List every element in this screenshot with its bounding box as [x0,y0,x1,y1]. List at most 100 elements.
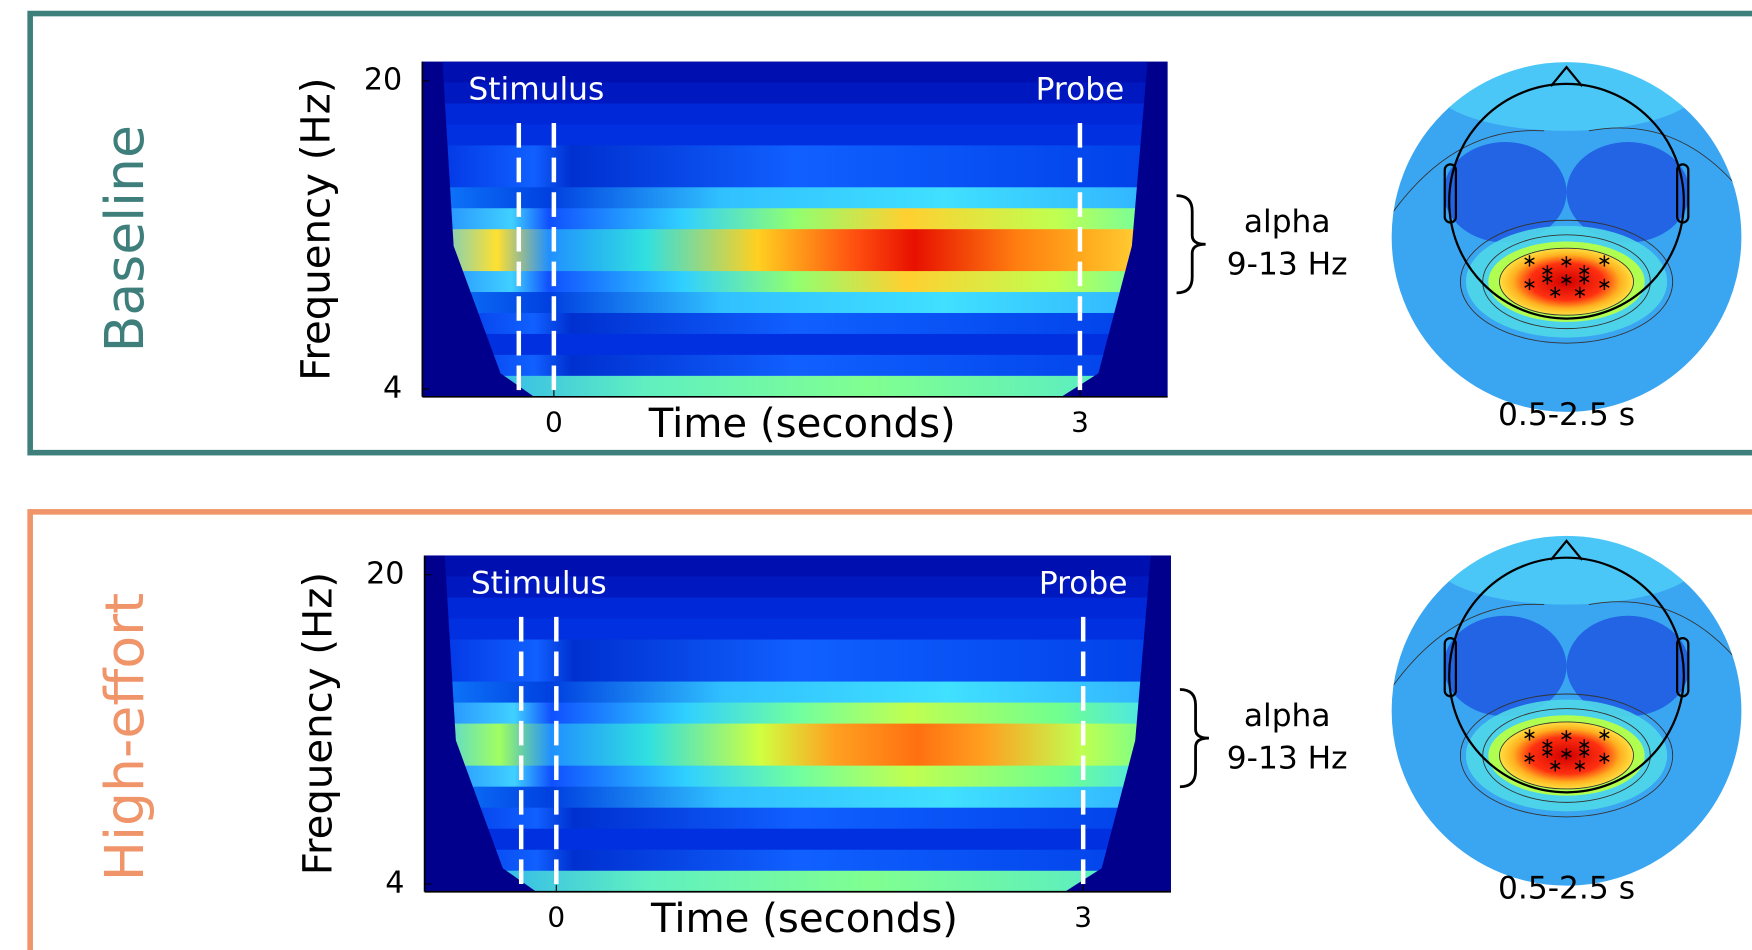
electrode: ∗ [1597,724,1612,745]
heatmap-row [442,208,1148,230]
heatmap-row [444,597,1151,620]
electrode: ∗ [1597,251,1612,272]
heatmap-row [444,786,1151,809]
event-label: Stimulus [468,72,604,108]
head-outline [1448,82,1685,320]
ear [1443,637,1458,698]
topo-region [1443,615,1567,717]
electrode: ∗ [1540,734,1555,755]
heatmap [422,61,1168,397]
band-brace [1176,194,1206,295]
topo-border [1390,534,1743,887]
heatmap-row [444,744,1151,767]
y-tick-label: 4 [385,866,404,901]
topo-contour [1459,219,1674,344]
heatmap-row [442,103,1148,125]
heatmap-row [444,849,1151,872]
electrode: ∗ [1577,268,1592,289]
x-axis-label: Time (seconds) [650,896,958,942]
ear [1676,163,1690,224]
electrode: ∗ [1577,261,1592,282]
heatmap-row [444,723,1151,746]
band-range: 9-13 Hz [1227,740,1348,776]
heatmap-row [442,145,1148,167]
electrode: ∗ [1597,274,1612,295]
heatmap-row [442,250,1148,272]
event-label: Stimulus [471,566,607,602]
heatmap-row [442,187,1148,209]
band-name: alpha [1244,204,1331,240]
topo-region [1566,142,1690,243]
heatmap-row [444,639,1151,662]
heatmap-cells [444,555,1151,892]
ear [1676,637,1690,698]
band-range: 9-13 Hz [1227,246,1348,282]
y-axis-label: Frequency (Hz) [296,572,342,875]
topo-contour [1459,693,1674,818]
x-tick-label: 3 [1074,901,1092,934]
electrode: ∗ [1522,724,1537,745]
heatmap-row [442,82,1148,105]
y-tick-label: 20 [366,556,404,591]
topo-region [1443,142,1567,243]
heatmap-row [442,375,1148,397]
topo-contour [1499,721,1635,790]
electrode: ∗ [1540,742,1555,763]
heatmap-row [444,870,1151,892]
topo-region [1566,615,1690,717]
electrode: ∗ [1548,756,1563,777]
x-tick-label: 0 [547,901,565,934]
heatmap-row [442,292,1148,314]
panel-border [27,10,1752,456]
topo-contour [1499,247,1635,316]
heatmap-row [444,618,1151,641]
electrode: ∗ [1540,261,1555,282]
x-tick-label: 3 [1071,406,1089,439]
heatmap-row [444,702,1151,725]
heatmap-row [442,61,1148,84]
heatmap-row [442,229,1148,251]
topo-window: 0.5-2.5 s [1498,871,1635,907]
electrode: ∗ [1559,270,1574,291]
heatmap-row [444,576,1151,599]
event-label: Probe [1039,566,1128,602]
heatmap-row [444,681,1151,704]
event-label: Probe [1036,72,1125,108]
electrode: ∗ [1597,748,1612,769]
electrode: ∗ [1559,252,1574,273]
band-brace [1179,688,1210,789]
head-outline [1448,556,1685,794]
electrode: ∗ [1522,274,1537,295]
heatmap-row [442,354,1148,377]
electrode: ∗ [1577,742,1592,763]
heatmap-row [444,555,1151,578]
x-tick-label: 0 [545,406,563,439]
electrode: ∗ [1577,734,1592,755]
heatmap-cells [442,61,1148,397]
heatmap-row [444,660,1151,683]
electrode: ∗ [1572,756,1587,777]
electrode: ∗ [1540,268,1555,289]
electrode: ∗ [1559,725,1574,746]
electrode: ∗ [1572,282,1587,303]
y-tick-label: 20 [364,62,402,97]
nose [1550,65,1584,87]
heatmap-row [442,124,1148,146]
electrode: ∗ [1522,251,1537,272]
electrode: ∗ [1522,748,1537,769]
panel-label: High-effort [93,593,156,881]
ear [1443,163,1458,224]
electrode: ∗ [1548,282,1563,303]
heatmap-row [442,166,1148,188]
topo-border [1390,61,1743,413]
topo-region [1499,721,1634,789]
electrode: ∗ [1559,743,1574,764]
heatmap-row [444,828,1151,851]
heatmap-row [442,333,1148,356]
panel: Baseline 20 4 0 3 Time (seconds) Frequency (Hz… [27,10,1752,456]
y-axis-label: Frequency (Hz) [293,78,339,381]
band-name: alpha [1244,698,1331,734]
topo-contour [1482,708,1651,803]
panel-label: Baseline [93,125,156,352]
